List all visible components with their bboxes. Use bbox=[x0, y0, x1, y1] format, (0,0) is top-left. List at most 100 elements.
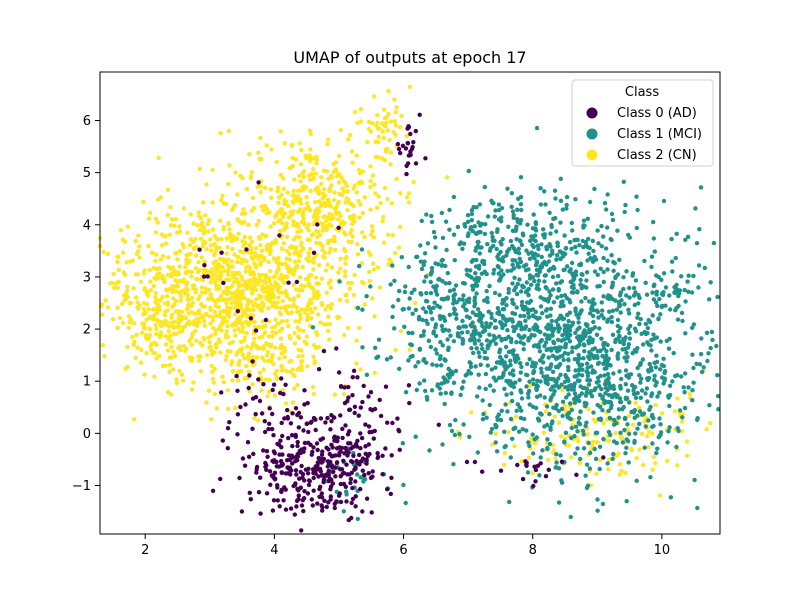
data-point-class-0 bbox=[264, 449, 270, 454]
data-point-class-1 bbox=[714, 343, 719, 349]
data-point-class-2 bbox=[382, 185, 388, 191]
data-point-class-1 bbox=[632, 440, 637, 445]
data-point-class-2 bbox=[311, 354, 316, 359]
data-point-class-1 bbox=[571, 397, 577, 402]
data-point-class-1 bbox=[565, 376, 570, 381]
data-point-class-1 bbox=[615, 317, 621, 323]
data-point-class-1 bbox=[563, 430, 569, 435]
data-point-class-0 bbox=[289, 433, 295, 438]
data-point-class-2 bbox=[284, 248, 289, 254]
data-point-class-2 bbox=[188, 212, 193, 217]
data-point-class-2 bbox=[319, 276, 324, 281]
data-point-class-0 bbox=[356, 413, 361, 418]
data-point-class-1 bbox=[686, 273, 691, 278]
data-point-class-0 bbox=[340, 435, 345, 441]
data-point-class-1 bbox=[659, 304, 664, 310]
data-point-class-1 bbox=[604, 366, 609, 371]
data-point-class-2 bbox=[307, 273, 312, 279]
data-point-class-1 bbox=[499, 257, 504, 262]
data-point-class-1 bbox=[445, 295, 451, 300]
data-point-class-2 bbox=[308, 308, 313, 313]
data-point-class-1 bbox=[614, 307, 620, 312]
data-point-class-1 bbox=[667, 425, 672, 430]
data-point-class-1 bbox=[485, 241, 490, 247]
data-point-class-1 bbox=[470, 257, 476, 263]
data-point-class-2 bbox=[202, 259, 207, 264]
data-point-class-2 bbox=[306, 281, 311, 286]
data-point-class-1 bbox=[513, 380, 518, 385]
data-point-class-2 bbox=[355, 252, 361, 257]
data-point-class-1 bbox=[531, 244, 536, 250]
data-point-class-2 bbox=[268, 268, 273, 274]
data-point-class-1 bbox=[484, 338, 490, 343]
data-point-class-0 bbox=[297, 476, 302, 481]
data-point-class-2 bbox=[606, 438, 612, 444]
data-point-class-2 bbox=[328, 216, 334, 222]
data-point-class-2 bbox=[265, 393, 270, 399]
data-point-class-1 bbox=[546, 296, 552, 301]
data-point-class-1 bbox=[504, 303, 509, 308]
data-point-class-2 bbox=[169, 339, 174, 344]
data-point-class-2 bbox=[169, 392, 174, 397]
data-point-class-1 bbox=[646, 418, 651, 423]
data-point-class-1 bbox=[615, 228, 620, 233]
data-point-class-0 bbox=[308, 442, 313, 447]
data-point-class-2 bbox=[251, 284, 256, 289]
data-point-class-1 bbox=[527, 327, 532, 333]
data-point-class-0 bbox=[250, 359, 255, 364]
data-point-class-2 bbox=[373, 191, 378, 196]
data-point-class-2 bbox=[210, 369, 215, 374]
data-point-class-1 bbox=[591, 248, 596, 254]
data-point-class-1 bbox=[546, 259, 552, 264]
data-point-class-2 bbox=[344, 184, 349, 189]
data-point-class-2 bbox=[552, 414, 557, 419]
data-point-class-1 bbox=[407, 296, 412, 301]
data-point-class-2 bbox=[324, 290, 329, 295]
data-point-class-1 bbox=[575, 356, 580, 362]
data-point-class-1 bbox=[584, 243, 589, 248]
data-point-class-1 bbox=[518, 239, 523, 244]
data-point-class-2 bbox=[190, 332, 195, 338]
data-point-class-2 bbox=[675, 463, 680, 468]
data-point-class-0 bbox=[312, 468, 318, 473]
data-point-class-2 bbox=[240, 325, 246, 330]
data-point-class-0 bbox=[269, 473, 275, 478]
data-point-class-2 bbox=[116, 254, 121, 259]
data-point-class-0 bbox=[294, 472, 299, 477]
data-point-class-2 bbox=[200, 277, 205, 283]
data-point-class-2 bbox=[342, 391, 347, 397]
data-point-class-1 bbox=[707, 403, 712, 408]
data-point-class-1 bbox=[682, 405, 688, 411]
data-point-class-2 bbox=[398, 224, 403, 230]
data-point-class-1 bbox=[616, 299, 622, 305]
data-point-class-2 bbox=[209, 363, 214, 369]
data-point-class-1 bbox=[551, 216, 556, 221]
data-point-class-0 bbox=[375, 455, 380, 461]
data-point-class-1 bbox=[655, 394, 660, 399]
data-point-class-1 bbox=[582, 343, 587, 348]
data-point-class-0 bbox=[329, 463, 334, 468]
data-point-class-1 bbox=[704, 330, 710, 335]
data-point-class-1 bbox=[554, 402, 559, 408]
data-point-class-2 bbox=[186, 305, 191, 310]
data-point-class-0 bbox=[269, 426, 275, 432]
data-point-class-2 bbox=[238, 315, 243, 320]
data-point-class-1 bbox=[611, 268, 616, 273]
data-point-class-1 bbox=[605, 192, 610, 197]
data-point-class-1 bbox=[692, 477, 697, 483]
data-point-class-0 bbox=[344, 462, 349, 467]
data-point-class-1 bbox=[698, 351, 704, 357]
data-point-class-2 bbox=[204, 247, 209, 252]
data-point-class-1 bbox=[526, 391, 531, 396]
data-point-class-1 bbox=[504, 354, 509, 359]
data-point-class-0 bbox=[301, 428, 306, 433]
data-point-class-2 bbox=[390, 233, 395, 238]
data-point-class-1 bbox=[599, 223, 604, 229]
data-point-class-1 bbox=[547, 289, 552, 294]
data-point-class-1 bbox=[558, 220, 563, 225]
data-point-class-1 bbox=[533, 220, 538, 225]
data-point-class-1 bbox=[592, 269, 598, 274]
data-point-class-1 bbox=[530, 313, 536, 318]
data-point-class-1 bbox=[430, 316, 435, 322]
data-point-class-2 bbox=[191, 246, 197, 251]
